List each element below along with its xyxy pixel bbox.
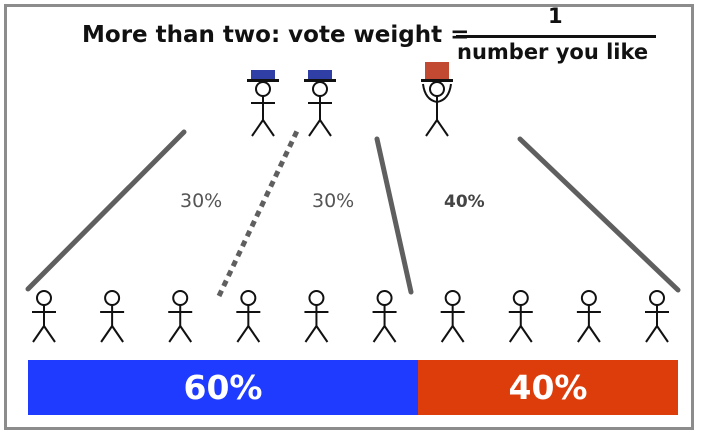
voter-figure bbox=[508, 290, 533, 343]
voters-row bbox=[32, 290, 669, 343]
formula-denominator: number you like bbox=[457, 40, 649, 64]
formula-fraction-bar bbox=[456, 35, 656, 38]
edge-label-right: 40% bbox=[444, 192, 485, 212]
top-hat-red-icon bbox=[425, 62, 449, 80]
voter-figure bbox=[372, 290, 397, 343]
top-hat-blue-icon bbox=[308, 70, 332, 80]
diagram-title: More than two: vote weight = bbox=[82, 22, 470, 48]
candidate-red bbox=[421, 62, 453, 137]
candidate-blue-2 bbox=[304, 70, 336, 137]
voter-figure bbox=[645, 290, 669, 343]
voter-figure bbox=[576, 290, 601, 343]
voter-figure bbox=[236, 290, 261, 343]
connection-dotted bbox=[216, 129, 300, 298]
result-bar-red: 40% bbox=[418, 360, 678, 415]
top-hat-blue-icon bbox=[251, 70, 275, 80]
voter-figure bbox=[100, 290, 125, 343]
diagram-frame bbox=[4, 4, 694, 430]
connection-left bbox=[25, 129, 187, 292]
voter-figure bbox=[32, 290, 56, 343]
voter-figure bbox=[304, 290, 329, 343]
voter-figure bbox=[440, 290, 465, 343]
connection-right bbox=[517, 136, 681, 293]
formula-numerator: 1 bbox=[548, 4, 563, 28]
candidate-blue-1 bbox=[247, 70, 279, 137]
voter-figure bbox=[168, 290, 193, 343]
connection-middle bbox=[374, 136, 414, 295]
edge-label-middle: 30% bbox=[312, 190, 355, 212]
edge-label-left: 30% bbox=[180, 190, 223, 212]
result-bar-blue: 60% bbox=[28, 360, 418, 415]
